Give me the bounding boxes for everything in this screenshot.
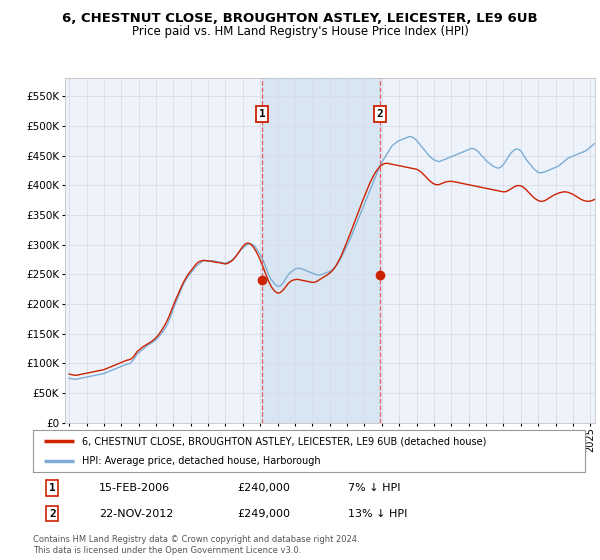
Text: HPI: Average price, detached house, Harborough: HPI: Average price, detached house, Harb… [82, 456, 320, 466]
Text: Price paid vs. HM Land Registry's House Price Index (HPI): Price paid vs. HM Land Registry's House … [131, 25, 469, 38]
Text: 6, CHESTNUT CLOSE, BROUGHTON ASTLEY, LEICESTER, LE9 6UB: 6, CHESTNUT CLOSE, BROUGHTON ASTLEY, LEI… [62, 12, 538, 25]
Bar [262, 78, 380, 423]
Text: 2: 2 [377, 109, 383, 119]
Text: 15-FEB-2006: 15-FEB-2006 [99, 483, 170, 493]
Text: £249,000: £249,000 [237, 508, 290, 519]
Text: 6, CHESTNUT CLOSE, BROUGHTON ASTLEY, LEICESTER, LE9 6UB (detached house): 6, CHESTNUT CLOSE, BROUGHTON ASTLEY, LEI… [82, 436, 486, 446]
Text: 1: 1 [259, 109, 266, 119]
Text: 1: 1 [49, 483, 56, 493]
Text: 13% ↓ HPI: 13% ↓ HPI [347, 508, 407, 519]
Text: 7% ↓ HPI: 7% ↓ HPI [347, 483, 400, 493]
Text: 22-NOV-2012: 22-NOV-2012 [99, 508, 173, 519]
Text: Contains HM Land Registry data © Crown copyright and database right 2024.
This d: Contains HM Land Registry data © Crown c… [33, 535, 359, 555]
Text: 2: 2 [49, 508, 56, 519]
Text: £240,000: £240,000 [237, 483, 290, 493]
